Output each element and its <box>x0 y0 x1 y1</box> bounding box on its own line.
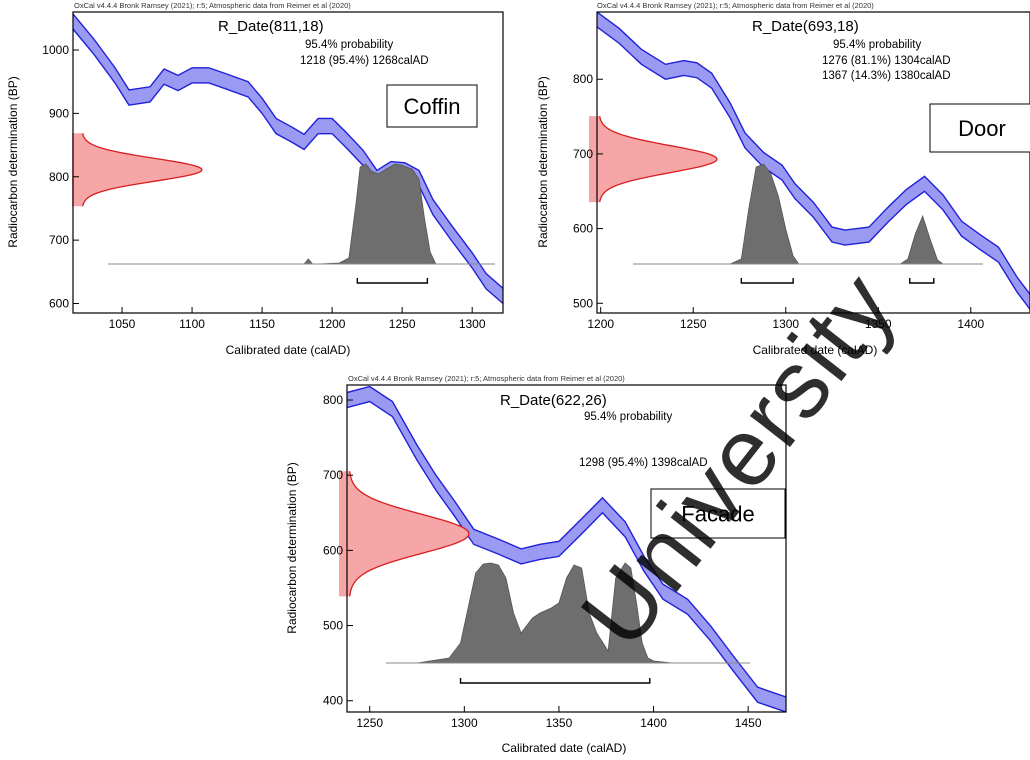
y-axis-label: Radiocarbon determination (BP) <box>285 462 299 633</box>
range-bracket <box>356 278 429 284</box>
y-tick-label: 800 <box>323 393 343 407</box>
range-text: 1298 (95.4%) 1398calAD <box>579 457 708 469</box>
measured-outline <box>599 115 718 203</box>
x-tick-label: 1250 <box>680 317 707 331</box>
label-box <box>929 103 1030 153</box>
y-tick-label: 700 <box>323 468 343 482</box>
label-box-text: Coffin <box>403 94 460 119</box>
x-tick-label: 1250 <box>356 716 383 730</box>
plot-area <box>347 385 786 712</box>
x-tick-label: 1250 <box>389 317 416 331</box>
chart-panel-2: OxCal v4.4.4 Bronk Ramsey (2021); r:5; A… <box>536 1 1030 357</box>
calibration-upper <box>347 385 786 698</box>
range-text: 1276 (81.1%) 1304calAD <box>822 55 951 67</box>
chart-credit: OxCal v4.4.4 Bronk Ramsey (2021); r:5; A… <box>74 1 351 10</box>
label-box <box>650 488 786 539</box>
date-title: R_Date(811,18) <box>218 18 324 35</box>
measured-distribution <box>589 116 717 203</box>
range-text: 1367 (14.3%) 1380calAD <box>822 70 951 82</box>
x-tick-label: 1150 <box>249 317 275 331</box>
y-tick-label: 800 <box>49 170 69 184</box>
posterior-distribution <box>730 163 945 265</box>
chart-credit: OxCal v4.4.4 Bronk Ramsey (2021); r:5; A… <box>597 1 874 10</box>
plot-frame <box>72 11 504 314</box>
plot-area <box>597 12 1030 310</box>
plot-area <box>73 13 503 305</box>
x-axis-label: Calibrated date (calAD) <box>502 741 627 755</box>
calibration-upper <box>597 12 1030 295</box>
x-tick-label: 1300 <box>451 716 478 730</box>
y-tick-label: 1000 <box>42 43 69 57</box>
probability-label: 95.4% probability <box>584 411 672 423</box>
y-tick-label: 800 <box>573 72 593 86</box>
label-box-text: Door <box>958 116 1006 141</box>
y-tick-label: 600 <box>573 222 593 236</box>
label-box <box>386 84 478 128</box>
y-axis-label: Radiocarbon determination (BP) <box>536 76 550 247</box>
measured-outline <box>349 471 470 597</box>
date-title: R_Date(622,26) <box>500 392 607 409</box>
x-tick-label: 1300 <box>459 317 486 331</box>
plot-frame <box>596 11 1030 314</box>
y-tick-label: 700 <box>573 147 593 161</box>
x-tick-label: 1450 <box>735 716 762 730</box>
y-tick-label: 900 <box>49 106 69 120</box>
range-bracket <box>740 278 794 284</box>
posterior-distribution <box>416 562 673 664</box>
x-tick-label: 1050 <box>109 317 136 331</box>
y-axis-label: Radiocarbon determination (BP) <box>6 76 20 247</box>
calibration-lower <box>597 26 1030 310</box>
x-tick-label: 1350 <box>865 317 892 331</box>
calibration-band <box>73 13 503 304</box>
x-tick-label: 1100 <box>179 317 205 331</box>
y-tick-label: 700 <box>49 233 69 247</box>
y-tick-label: 500 <box>573 296 593 310</box>
range-bracket <box>459 678 651 684</box>
calibration-upper <box>73 13 503 289</box>
range-bracket-2 <box>909 278 935 284</box>
measured-distribution <box>72 133 202 207</box>
x-tick-label: 1300 <box>772 317 799 331</box>
chart-credit: OxCal v4.4.4 Bronk Ramsey (2021); r:5; A… <box>348 374 625 383</box>
y-tick-label: 400 <box>323 694 343 708</box>
x-tick-label: 1200 <box>319 317 346 331</box>
posterior-distribution <box>303 163 437 265</box>
plot-frame <box>346 384 787 713</box>
measured-outline <box>82 133 203 207</box>
measured-distribution <box>339 471 469 597</box>
range-text: 1218 (95.4%) 1268calAD <box>300 55 429 67</box>
y-tick-label: 600 <box>323 543 343 557</box>
calibration-band <box>347 386 786 712</box>
x-axis-label: Calibrated date (calAD) <box>226 343 351 357</box>
y-tick-label: 500 <box>323 619 343 633</box>
date-title: R_Date(693,18) <box>752 18 859 35</box>
x-tick-label: 1350 <box>546 716 573 730</box>
calibration-lower <box>73 28 503 305</box>
x-tick-label: 1200 <box>587 317 614 331</box>
chart-panel-1: OxCal v4.4.4 Bronk Ramsey (2021); r:5; A… <box>6 1 504 357</box>
probability-label: 95.4% probability <box>833 39 921 51</box>
probability-label: 95.4% probability <box>305 39 393 51</box>
calibration-lower <box>347 400 786 712</box>
x-axis-label: Calibrated date (calAD) <box>753 343 878 357</box>
chart-panel-3: OxCal v4.4.4 Bronk Ramsey (2021); r:5; A… <box>285 374 787 755</box>
label-box-text: Facade <box>681 502 754 527</box>
x-tick-label: 1400 <box>957 317 984 331</box>
x-tick-label: 1400 <box>640 716 667 730</box>
y-tick-label: 600 <box>49 296 69 310</box>
